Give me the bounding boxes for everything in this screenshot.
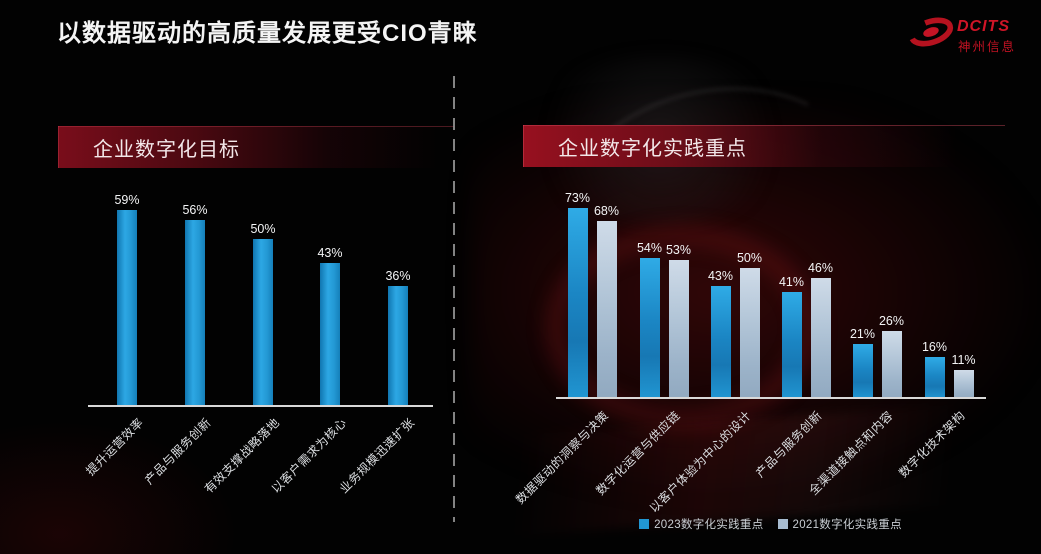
bar [810,278,831,399]
bar-value-label: 46% [807,261,834,275]
chart-header-practice: 企业数字化实践重点 [523,125,1005,167]
goals-chart-plot: 59% 56% 50% 43% 36% [90,193,430,406]
bar [881,331,902,399]
bar-value-label: 53% [665,243,692,257]
bar-value-label: 43% [707,269,734,283]
bar-value-label: 43% [317,246,343,260]
bar [117,210,137,406]
bar [567,208,588,399]
bar-value-label: 56% [182,203,208,217]
bar-value-label: 50% [736,251,763,265]
bar [781,292,802,399]
chart-header-goals: 企业数字化目标 [58,126,454,168]
legend: 2023数字化实践重点 2021数字化实践重点 [558,516,983,532]
bar [388,286,408,406]
practice-chart-plot: 73% 68% 54% 53% 43% 50% 41% 46% 21% 26% 16% 11% [558,190,983,399]
bar-value-label: 16% [921,340,948,354]
bar-value-label: 21% [849,327,876,341]
bar-value-label: 59% [114,193,140,207]
legend-item: 2023数字化实践重点 [639,516,763,532]
practice-x-axis-line [556,397,986,399]
bar-value-label: 26% [878,314,905,328]
bar [852,344,873,399]
chart-header-goals-label: 企业数字化目标 [93,138,240,161]
bar-value-label: 54% [636,241,663,255]
x-axis-label: 数字化技术架构 [896,408,969,481]
goals-x-axis-line [88,405,433,407]
bar [639,258,660,399]
bar-value-label: 73% [564,191,591,205]
logo-swirl-icon [908,17,954,47]
bar [320,263,340,406]
vertical-dashed-divider [453,76,455,522]
x-axis-label: 产品与服务创新 [753,408,826,481]
logo-company-text: 神州信息 [958,40,1017,54]
x-axis-label: 产品与服务创新 [142,415,215,488]
bar [739,268,760,399]
legend-swatch-2021 [777,519,788,529]
dcits-logo: DCITS 神州信息 [903,12,1035,56]
page-title: 以数据驱动的高质量发展更受CIO青睐 [57,20,478,47]
bar [185,220,205,406]
bar [710,286,731,399]
legend-item: 2021数字化实践重点 [777,516,902,532]
legend-label: 2021数字化实践重点 [792,519,902,531]
x-axis-label: 提升运营效率 [83,415,147,479]
legend-label: 2023数字化实践重点 [654,519,764,531]
bar-value-label: 41% [778,275,805,289]
chart-header-practice-label: 企业数字化实践重点 [558,137,747,160]
legend-swatch-2023 [639,519,650,529]
bar [596,221,617,399]
bar-value-label: 36% [385,269,411,283]
bar [253,239,273,406]
bar-value-label: 50% [250,222,276,236]
bar [668,260,689,399]
bar [924,357,945,399]
bar-value-label: 68% [593,204,620,218]
logo-brand-text: DCITS [957,18,1010,35]
bar-value-label: 11% [951,353,976,367]
bar [953,370,974,399]
